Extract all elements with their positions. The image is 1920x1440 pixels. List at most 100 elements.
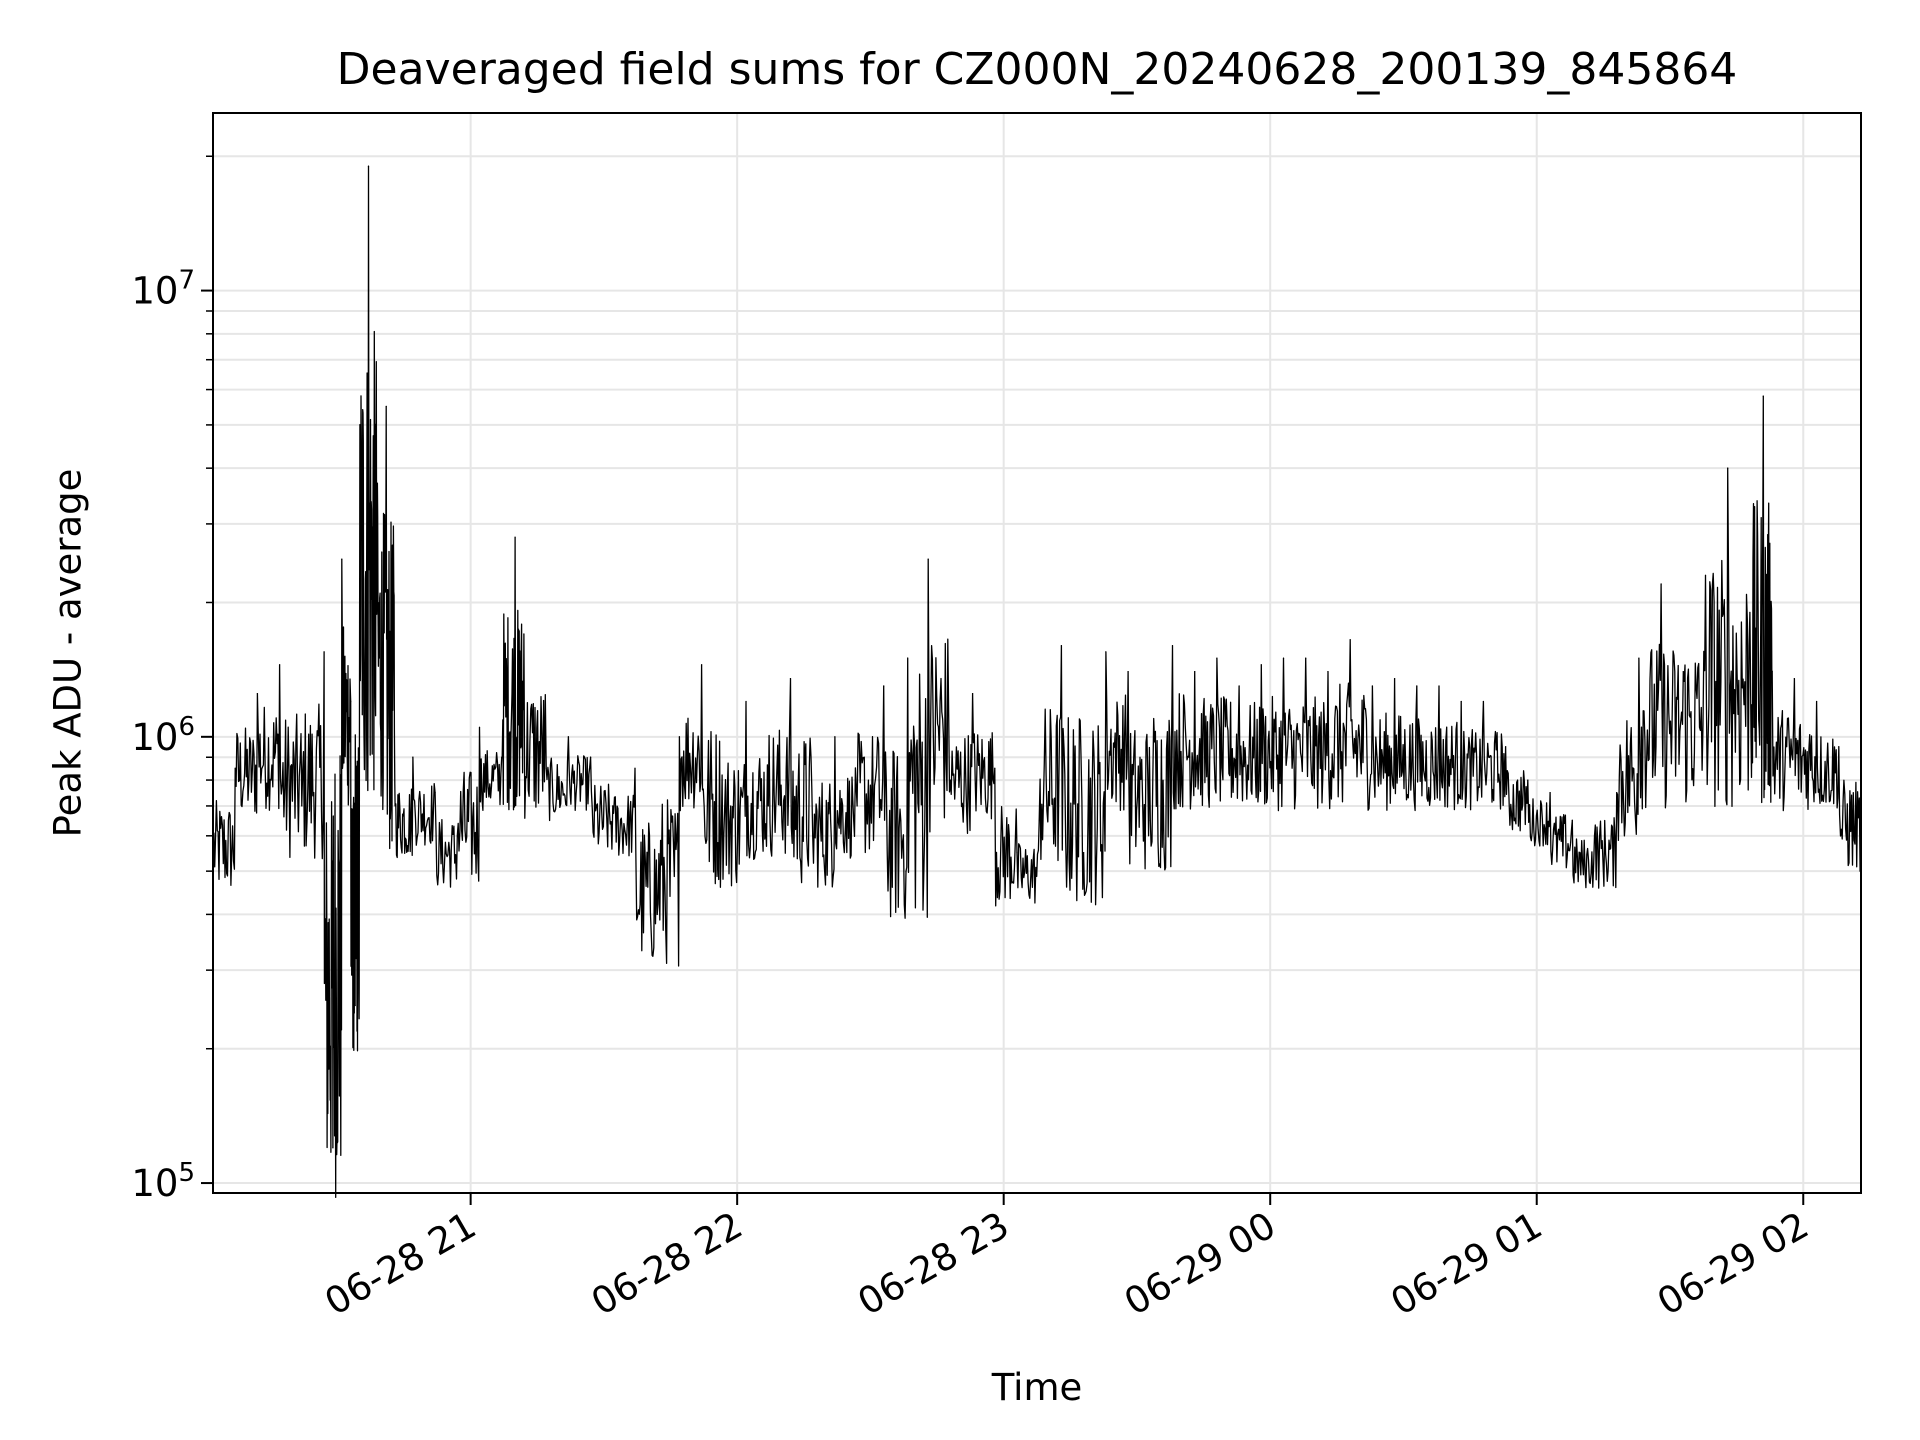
data-point (856, 805, 858, 807)
x-tick-label: 06-28 22 (584, 1204, 750, 1324)
data-point (1660, 583, 1662, 585)
data-point (1727, 467, 1729, 469)
data-point (341, 558, 343, 560)
data-point (367, 165, 370, 167)
data-point (1749, 611, 1751, 614)
data-point (834, 736, 836, 738)
data-point (1194, 671, 1196, 673)
data-point (332, 1147, 334, 1149)
data-point (1238, 685, 1240, 687)
data-point (1171, 645, 1174, 647)
data-point (1638, 657, 1640, 659)
x-tick-label: 06-28 21 (318, 1204, 484, 1324)
data-point (612, 805, 614, 807)
data-point (883, 685, 885, 687)
data-point (354, 1004, 356, 1007)
data-point (501, 756, 503, 758)
data-point (234, 767, 236, 769)
y-axis-label: Peak ADU - average (46, 468, 90, 838)
data-point (723, 835, 725, 837)
y-tick-exponent: 7 (178, 266, 195, 296)
data-point (301, 805, 303, 807)
data-point (1327, 671, 1329, 673)
data-point (567, 736, 569, 738)
data-point (589, 756, 592, 758)
data-point (279, 664, 281, 666)
data-point (701, 664, 703, 666)
data-point (1393, 678, 1396, 680)
data-point (905, 870, 907, 872)
y-tick-base: 10 (131, 716, 178, 759)
data-point (358, 622, 361, 624)
data-point (434, 791, 436, 794)
data-point (376, 482, 378, 484)
data-point (1682, 671, 1684, 673)
x-tick-label: 06-29 02 (1650, 1204, 1816, 1324)
data-point (1282, 657, 1285, 659)
data-point (456, 835, 458, 837)
data-point (678, 736, 681, 738)
data-point (1549, 791, 1551, 794)
data-point (394, 805, 396, 807)
data-point (1438, 685, 1440, 687)
chart-title: Deaveraged field sums for CZ000N_2024062… (336, 44, 1738, 95)
data-point (514, 536, 516, 538)
data-point (1149, 819, 1151, 821)
data-point (1216, 657, 1218, 659)
data-point (1771, 671, 1773, 673)
data-point (971, 692, 974, 695)
y-tick-base: 10 (131, 1162, 178, 1205)
data-point (1260, 664, 1262, 666)
data-point (350, 700, 352, 703)
data-point (256, 692, 259, 695)
grid (213, 113, 1861, 1193)
data-point (545, 767, 547, 769)
data-point (1815, 700, 1818, 703)
data-point (1527, 779, 1529, 781)
data-point (1105, 651, 1107, 653)
y-tick-exponent: 6 (178, 712, 195, 742)
data-point (812, 835, 814, 837)
data-point (1083, 852, 1085, 854)
data-point (1416, 685, 1418, 687)
data-point (656, 913, 658, 915)
data-point (1349, 639, 1351, 641)
data-point (523, 633, 525, 635)
data-point (927, 558, 929, 560)
x-tick-label: 06-29 01 (1384, 1204, 1550, 1324)
plot-frame (212, 112, 1862, 1194)
data-point (1571, 819, 1573, 821)
y-tick-base: 10 (131, 270, 178, 313)
data-point (478, 726, 481, 728)
data-point (385, 405, 387, 408)
data-point (1838, 746, 1840, 748)
data-point (1616, 791, 1618, 794)
data-point (789, 678, 792, 680)
data-point (1460, 700, 1462, 703)
data-point (412, 756, 414, 758)
series-layer (212, 165, 1862, 1199)
data-point (767, 805, 769, 807)
data-point (1482, 700, 1485, 703)
data-point (1793, 678, 1795, 680)
x-axis-label: Time (991, 1366, 1083, 1409)
y-tick-label: 105 (131, 1158, 195, 1205)
data-point (745, 700, 747, 703)
data-point (994, 767, 996, 769)
data-point (1593, 835, 1596, 837)
data-point (1016, 852, 1018, 854)
series-line (212, 165, 1862, 1199)
data-point (1704, 574, 1707, 577)
y-tick-label: 106 (131, 712, 195, 759)
data-point (1038, 819, 1040, 821)
data-point (634, 767, 636, 769)
y-tick-label: 107 (131, 266, 195, 313)
data-point (1127, 671, 1129, 673)
data-point (1371, 685, 1373, 687)
data-point (949, 779, 951, 781)
data-point (1762, 395, 1764, 397)
data-point (1505, 746, 1507, 748)
y-tick-exponent: 5 (178, 1158, 195, 1188)
x-tick-label: 06-28 23 (851, 1204, 1017, 1324)
data-point (1060, 645, 1063, 647)
